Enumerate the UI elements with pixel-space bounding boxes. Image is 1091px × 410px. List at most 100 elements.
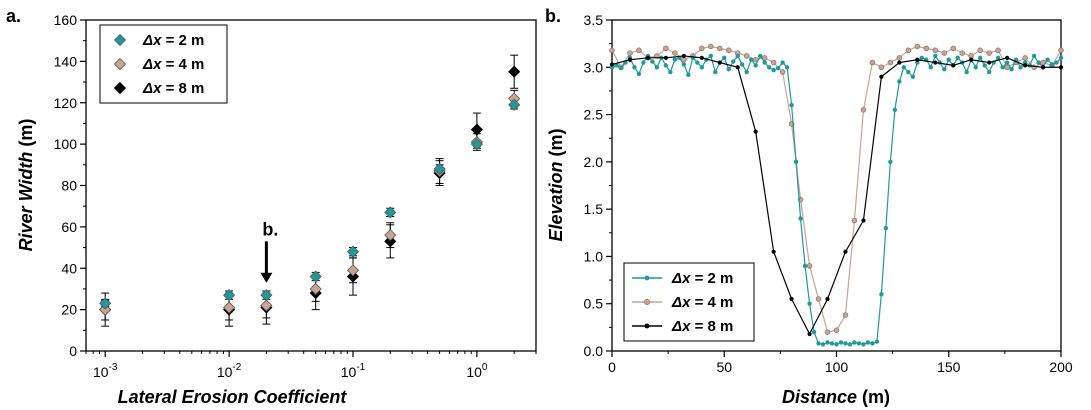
series-point: [735, 53, 740, 59]
series-point: [771, 67, 776, 73]
series-point: [811, 329, 817, 335]
data-point: [99, 303, 112, 316]
series-point: [663, 45, 669, 52]
series-point: [914, 43, 921, 50]
legend-label: Δx = 8 m: [142, 80, 204, 97]
series-point: [695, 60, 700, 65]
series-point: [748, 57, 754, 62]
series-point: [870, 341, 875, 346]
series-point: [641, 60, 646, 65]
series-point: [784, 65, 790, 70]
series-point: [955, 55, 960, 61]
series-point: [951, 63, 956, 68]
series-point: [879, 74, 884, 79]
series-point: [713, 69, 718, 75]
series-point: [874, 339, 880, 344]
data-point: [346, 264, 360, 277]
series-point: [887, 59, 894, 66]
series-point: [815, 296, 822, 302]
series-point: [829, 341, 835, 346]
panel-a-y-tick-label-160: 160: [54, 12, 78, 28]
series-point: [883, 225, 889, 231]
series-point: [663, 55, 668, 60]
series-point: [1049, 62, 1055, 67]
series-point: [843, 341, 848, 346]
series-point: [789, 102, 794, 108]
series-point: [869, 59, 876, 66]
series-point: [856, 341, 862, 346]
panel-b-y-tick-label: 2.0: [584, 154, 604, 170]
panel-b-axes: 0.0 0.5 1.0 1.5 2.0 2.5 3.0 3.5 0 50 100 150 200: [584, 12, 1073, 375]
series-point: [964, 69, 969, 75]
panel-a-marks: b.: [99, 54, 521, 327]
series-point: [905, 47, 912, 54]
series-point: [897, 60, 902, 65]
series-point: [851, 217, 858, 224]
series-point: [1058, 47, 1064, 54]
series-point: [977, 55, 983, 61]
series-point: [950, 45, 956, 52]
data-point: [346, 270, 360, 283]
series-point: [942, 66, 947, 72]
data-point: [508, 98, 521, 111]
series-point: [852, 340, 857, 345]
data-point: [470, 123, 483, 136]
annotation-arrow-head: [260, 272, 273, 283]
data-point: [309, 270, 322, 283]
series-point: [699, 65, 704, 70]
series-point: [609, 62, 615, 67]
panel-b-y-title-unit: (m): [546, 128, 566, 156]
panel-a-y-tick-label-20: 20: [61, 302, 77, 318]
series-point: [740, 62, 745, 67]
series-point: [645, 55, 651, 60]
series-point: [919, 55, 925, 61]
series-point: [834, 342, 839, 347]
series-point: [973, 65, 978, 70]
series-point: [761, 55, 768, 61]
series-point: [995, 47, 1001, 54]
panel-a-axes: 0 20 40 60 80 100 120 140 160 10-3 10-2 10-1 100: [54, 12, 537, 380]
series-point: [879, 292, 884, 297]
panel-b-y-tick-label: 3.0: [584, 59, 604, 75]
panel-b-x-tick-label: 150: [937, 359, 961, 375]
series-point: [923, 45, 930, 52]
legend-marker: [644, 323, 650, 329]
series-point: [969, 57, 974, 62]
series-point: [663, 63, 669, 68]
series-point: [838, 340, 844, 345]
series-point: [933, 60, 938, 65]
panel-b-legend: Δx = 2 m Δx = 4 m Δx = 8 m: [623, 262, 755, 342]
series-point: [906, 69, 911, 75]
series-point: [807, 331, 812, 337]
series-point: [798, 216, 803, 221]
series-point: [725, 47, 732, 54]
series-point: [775, 66, 781, 71]
series-point: [780, 60, 785, 65]
series-point: [771, 249, 776, 254]
data-point: [470, 138, 483, 151]
series-point: [933, 53, 938, 59]
series-point: [627, 50, 633, 56]
series-point: [986, 69, 992, 75]
series-point: [820, 342, 826, 347]
data-point: [260, 299, 273, 312]
data-point: [99, 297, 112, 310]
series-point: [1054, 60, 1059, 65]
panel-a-y-title-main: River Width: [16, 152, 36, 252]
series-point: [847, 342, 853, 347]
series-point: [1058, 55, 1064, 61]
panel-b-y-tick-label: 0.5: [584, 296, 604, 312]
series-point: [681, 53, 686, 59]
series-point: [888, 159, 893, 165]
panel-a-x-tick-label-1: 10-2: [217, 362, 242, 380]
series-point: [722, 55, 727, 61]
panel-a-y-tick-label-60: 60: [61, 219, 77, 235]
series-line: [611, 55, 1061, 336]
series-point: [627, 57, 633, 62]
series-point: [743, 53, 750, 59]
panel-a-x-tick-label-0: 10-3: [93, 362, 118, 380]
series-point: [770, 59, 777, 66]
panel-b-x-tick-label: 50: [716, 359, 732, 375]
data-point: [223, 289, 236, 302]
